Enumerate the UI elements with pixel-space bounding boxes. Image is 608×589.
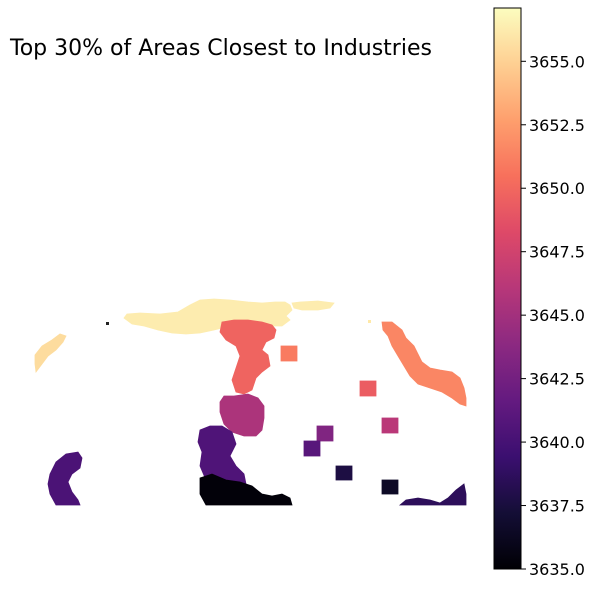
region-right-strip: [381, 321, 467, 407]
region-left-arc: [47, 451, 83, 506]
region-square-f: [335, 465, 353, 481]
region-square-c: [381, 417, 399, 434]
colorbar-tick-label: 3647.5: [529, 243, 585, 262]
region-square-g: [381, 479, 399, 495]
colorbar-tick-label: 3655.0: [529, 52, 585, 71]
region-square-d: [316, 425, 334, 442]
colorbar-gradient: [493, 7, 522, 570]
region-left-edge: [34, 333, 67, 374]
colorbar-tick-label: 3637.5: [529, 497, 585, 516]
colorbar-tick-label: 3645.0: [529, 306, 585, 325]
region-bottom-right-blob: [398, 483, 467, 506]
region-top-band: [291, 300, 335, 311]
region-central-spine-upper: [219, 319, 277, 395]
region-bottom-dark: [199, 473, 293, 506]
region-square-e: [303, 440, 321, 457]
region-square-b: [359, 380, 377, 397]
colorbar-tick-label: 3640.0: [529, 433, 585, 452]
map-speck: [106, 322, 109, 325]
region-square-a: [280, 345, 298, 362]
colorbar-tick-label: 3635.0: [529, 560, 585, 579]
colorbar-tick-label: 3642.5: [529, 370, 585, 389]
region-top-band: [123, 298, 293, 335]
region-central-spine-middle: [219, 393, 265, 437]
map-speck: [368, 320, 371, 323]
map-title: Top 30% of Areas Closest to Industries: [10, 36, 432, 61]
colorbar-tick-label: 3650.0: [529, 179, 585, 198]
colorbar-tick-label: 3652.5: [529, 116, 585, 135]
